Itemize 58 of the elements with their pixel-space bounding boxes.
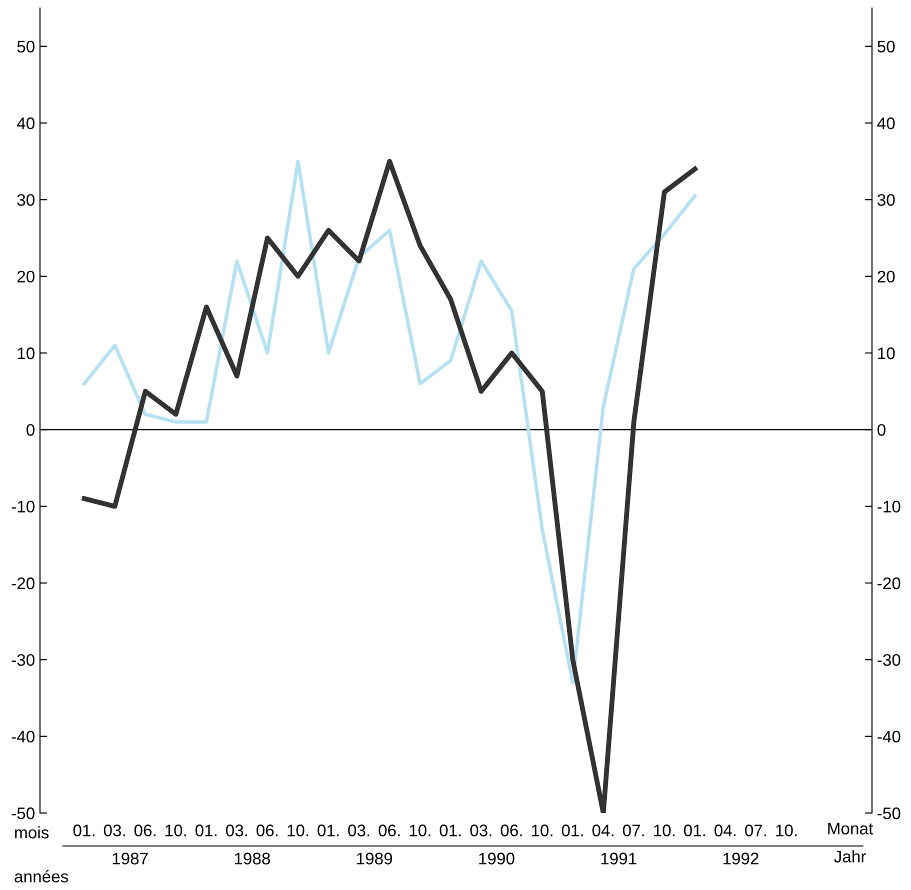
- y2-tick-label: 0: [878, 424, 886, 436]
- y2-tick-label: -50: [878, 807, 900, 820]
- y-tick-label: 0: [26, 424, 34, 436]
- y-tick-label: -50: [12, 807, 34, 820]
- x-tick-label: 06.: [134, 824, 156, 836]
- line-series: [82, 158, 698, 813]
- x-tick-label: 03.: [470, 824, 492, 836]
- x-tick-label: 03.: [226, 824, 247, 836]
- text: 1989: [357, 852, 392, 864]
- x-tick-label: 10.: [410, 824, 430, 836]
- y2-tick-label: 50: [878, 40, 895, 53]
- line-series: [82, 160, 697, 684]
- text: 1990: [479, 852, 514, 864]
- x-tick-label: 06.: [256, 824, 278, 836]
- y-tick-label: 10: [18, 347, 34, 360]
- x-tick-label: 06.: [378, 824, 400, 836]
- y-tick-label: -40: [12, 730, 34, 743]
- y-tick-label: -30: [12, 654, 34, 666]
- x-tick-label: 01.: [73, 824, 94, 836]
- y-tick-label: -20: [12, 577, 34, 590]
- x-tick-label: 01.: [562, 824, 583, 836]
- x-tick-label: 03.: [348, 824, 370, 836]
- y2-tick-label: 10: [878, 347, 895, 360]
- x-tick-label: 07.: [745, 824, 766, 836]
- y-tick-label: 40: [16, 117, 34, 130]
- y2-tick-label: -30: [878, 654, 900, 666]
- text: 1992: [723, 852, 758, 864]
- x-tick-label: 04.: [714, 824, 736, 836]
- x-tick-label: 01.: [318, 824, 339, 836]
- text: années: [14, 870, 68, 882]
- text: Jahr: [834, 850, 866, 862]
- x-tick-label: 01.: [440, 824, 461, 836]
- y-tick-label: 20: [17, 270, 34, 283]
- y-tick-label: 30: [17, 194, 34, 206]
- y2-tick-label: -10: [878, 500, 900, 513]
- x-tick-label: 03.: [104, 824, 125, 836]
- x-tick-label: 10.: [654, 824, 674, 836]
- x-tick-label: 10.: [532, 824, 552, 836]
- text: 1991: [601, 852, 636, 864]
- x-tick-label: 04.: [592, 824, 614, 836]
- text: Monat: [828, 822, 874, 834]
- x-tick-label: 01.: [684, 824, 705, 836]
- x-tick-label: 10.: [776, 824, 797, 836]
- text: 1987: [112, 852, 148, 864]
- y2-tick-label: -40: [878, 730, 900, 743]
- x-tick-label: 06.: [500, 824, 522, 836]
- y2-tick-label: 40: [877, 117, 895, 130]
- x-tick-label: 01.: [195, 824, 216, 836]
- y2-tick-label: 20: [878, 270, 895, 283]
- x-tick-label: 10.: [288, 824, 308, 836]
- x-tick-label: 07.: [622, 824, 644, 836]
- y-tick-label: -10: [12, 500, 34, 513]
- y-tick-label: 50: [17, 40, 34, 53]
- y2-tick-label: -20: [878, 577, 900, 590]
- x-tick-label: 10.: [166, 824, 186, 836]
- text: 1988: [234, 852, 270, 864]
- text: mois: [15, 826, 49, 838]
- y2-tick-label: 30: [877, 194, 895, 206]
